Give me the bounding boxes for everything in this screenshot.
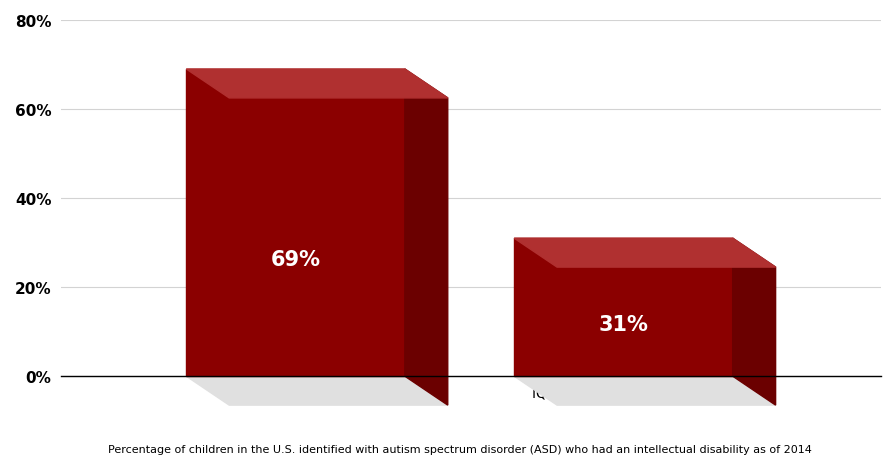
Polygon shape <box>186 376 448 405</box>
Text: Percentage of children in the U.S. identified with autism spectrum disorder (ASD: Percentage of children in the U.S. ident… <box>108 444 812 454</box>
Polygon shape <box>186 70 448 99</box>
Text: 31%: 31% <box>599 314 649 334</box>
Polygon shape <box>405 70 448 405</box>
Text: 69%: 69% <box>271 250 321 270</box>
Polygon shape <box>514 239 733 376</box>
Polygon shape <box>186 70 405 376</box>
Polygon shape <box>733 239 776 405</box>
Polygon shape <box>514 239 776 268</box>
Polygon shape <box>514 376 776 405</box>
